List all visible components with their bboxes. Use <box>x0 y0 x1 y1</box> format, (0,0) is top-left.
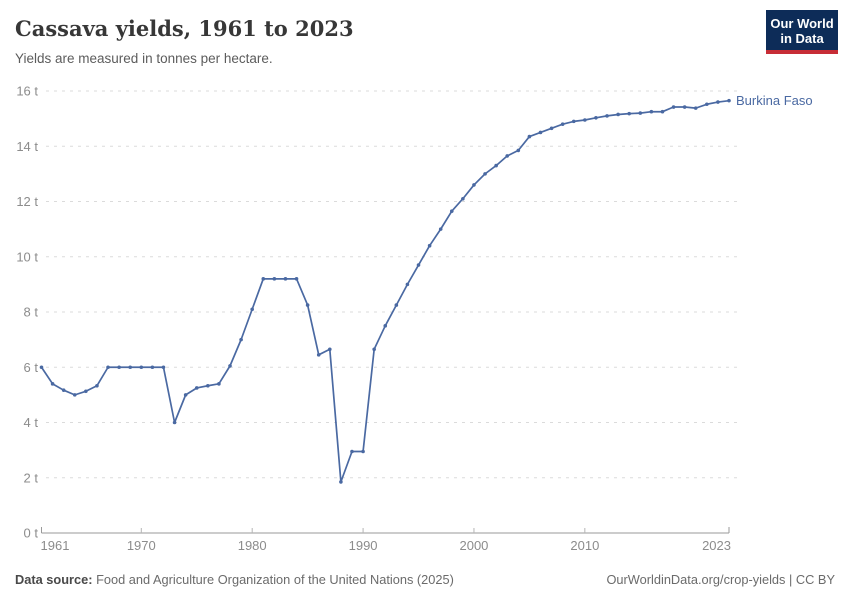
data-point[interactable] <box>305 303 310 307</box>
y-axis-tick-label: 0 t <box>24 526 39 541</box>
data-point[interactable] <box>328 347 332 352</box>
x-axis-tick-label: 1961 <box>41 538 70 553</box>
data-point[interactable] <box>272 277 277 281</box>
data-point[interactable] <box>516 148 521 153</box>
data-point[interactable] <box>727 98 731 103</box>
data-point[interactable] <box>117 365 121 370</box>
data-point[interactable] <box>128 365 133 370</box>
data-point[interactable] <box>505 154 510 158</box>
series-label: Burkina Faso <box>736 93 813 108</box>
data-point[interactable] <box>283 277 288 281</box>
owid-logo-line1: Our World <box>770 16 834 31</box>
data-point[interactable] <box>483 172 487 176</box>
data-point[interactable] <box>50 382 55 386</box>
data-point[interactable] <box>72 393 77 397</box>
data-point[interactable] <box>527 134 532 139</box>
data-point[interactable] <box>449 209 454 213</box>
data-source-label: Data source: <box>15 572 93 587</box>
x-axis-tick-label: 1970 <box>127 538 156 553</box>
x-axis-tick-label: 2010 <box>570 538 599 553</box>
data-point[interactable] <box>239 337 243 342</box>
data-point[interactable] <box>372 347 376 352</box>
data-point[interactable] <box>571 119 576 124</box>
data-point[interactable] <box>250 307 254 312</box>
data-point[interactable] <box>649 109 654 114</box>
y-axis-tick-label: 12 t <box>16 194 38 209</box>
data-point[interactable] <box>350 449 354 454</box>
data-point[interactable] <box>494 163 498 168</box>
data-point[interactable] <box>705 102 709 107</box>
data-point[interactable] <box>294 277 299 281</box>
data-point[interactable] <box>217 382 221 386</box>
data-point[interactable] <box>394 303 399 307</box>
data-point[interactable] <box>61 388 66 392</box>
data-point[interactable] <box>472 183 476 187</box>
data-point[interactable] <box>549 126 554 131</box>
y-axis-tick-label: 8 t <box>24 305 39 320</box>
page-title: Cassava yields, 1961 to 2023 <box>15 16 354 41</box>
data-point[interactable] <box>106 365 110 370</box>
data-point[interactable] <box>616 112 620 117</box>
y-axis-tick-label: 14 t <box>16 139 38 154</box>
data-point[interactable] <box>95 383 99 388</box>
y-axis-tick-label: 16 t <box>16 84 38 99</box>
data-point[interactable] <box>538 130 543 135</box>
data-point[interactable] <box>228 364 232 368</box>
data-point[interactable] <box>594 115 598 120</box>
data-point[interactable] <box>261 277 266 281</box>
data-point[interactable] <box>139 365 144 370</box>
data-point[interactable] <box>84 389 88 394</box>
data-point[interactable] <box>638 111 643 115</box>
data-point[interactable] <box>560 122 565 126</box>
owid-logo-line2: in Data <box>780 31 824 46</box>
data-point[interactable] <box>183 393 188 397</box>
data-point[interactable] <box>194 386 199 390</box>
data-point[interactable] <box>461 196 465 201</box>
data-point[interactable] <box>438 227 443 231</box>
data-point[interactable] <box>682 105 687 109</box>
data-point[interactable] <box>605 114 609 118</box>
data-source-text: Food and Agriculture Organization of the… <box>92 572 454 587</box>
data-point[interactable] <box>172 420 177 425</box>
data-point[interactable] <box>361 449 365 454</box>
x-axis-tick-label: 1990 <box>349 538 378 553</box>
y-axis-tick-label: 6 t <box>24 360 39 375</box>
data-source-note: Data source: Food and Agriculture Organi… <box>15 572 454 587</box>
data-point[interactable] <box>206 383 210 388</box>
y-axis-tick-label: 4 t <box>24 415 39 430</box>
data-point[interactable] <box>416 263 421 267</box>
data-point[interactable] <box>405 282 410 287</box>
y-axis-tick-label: 2 t <box>24 470 39 485</box>
chart-subtitle: Yields are measured in tonnes per hectar… <box>15 51 273 66</box>
data-point[interactable] <box>383 324 388 328</box>
data-point[interactable] <box>161 365 166 370</box>
data-point[interactable] <box>339 480 343 484</box>
data-point[interactable] <box>583 118 587 122</box>
data-point[interactable] <box>671 105 676 109</box>
x-axis-tick-label: 2023 <box>702 538 731 553</box>
y-axis-tick-label: 10 t <box>16 249 38 264</box>
data-point[interactable] <box>693 106 698 110</box>
data-point[interactable] <box>39 365 44 370</box>
data-point[interactable] <box>150 365 155 370</box>
data-point[interactable] <box>316 353 321 357</box>
data-point[interactable] <box>716 100 720 104</box>
owid-url-license[interactable]: OurWorldinData.org/crop-yields | CC BY <box>606 572 835 587</box>
data-point[interactable] <box>660 109 665 114</box>
data-point[interactable] <box>627 111 632 116</box>
x-axis-tick-label: 1980 <box>238 538 267 553</box>
data-point[interactable] <box>427 243 432 248</box>
owid-logo[interactable]: Our World in Data <box>766 10 838 54</box>
line-burkina-faso[interactable] <box>40 99 730 483</box>
x-axis-tick-label: 2000 <box>459 538 488 553</box>
